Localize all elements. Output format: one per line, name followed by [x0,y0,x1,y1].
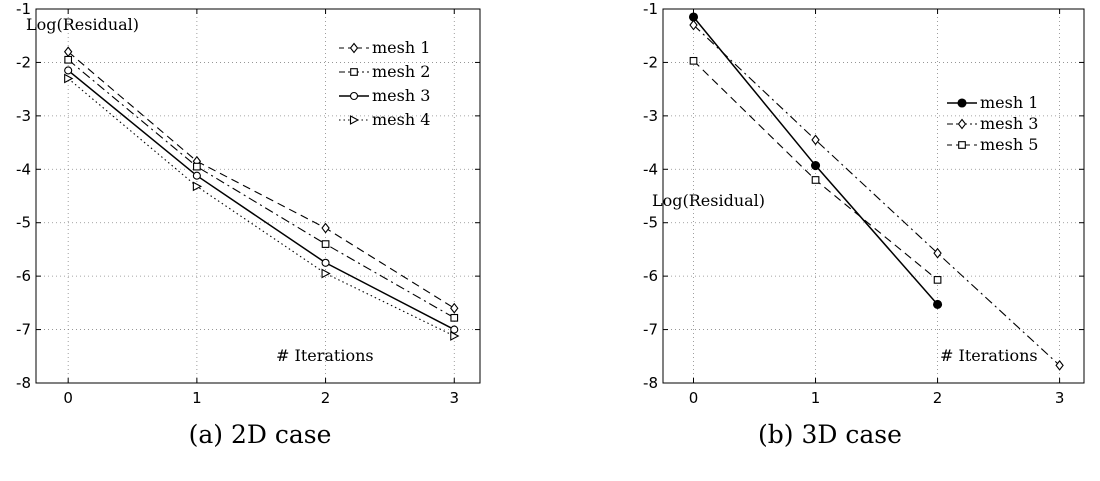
x-tick-label: 0 [63,389,73,407]
data-point [321,268,331,279]
y-tick-label: -6 [16,267,31,285]
y-tick-label: -1 [16,0,31,18]
y-tick-label: -2 [16,53,31,71]
data-point [64,73,74,84]
data-point [450,313,459,322]
data-point [321,222,330,234]
data-point [933,276,942,284]
data-point [811,134,820,146]
plot-frame [662,8,1085,384]
data-point [321,258,330,267]
y-annotation: Log(Residual) [26,15,139,34]
chart-2d-panel: 0 1 2 3 -8 -7 -6 -5 -4 -3 -2 -1 Log(Residual) # Itera… [0,0,520,481]
x-tick-label: 2 [321,389,331,407]
legend-label: mesh 1 [372,38,430,57]
series-mesh-1 [688,12,943,310]
y-tick-label: -1 [643,0,658,18]
legend-marker [958,141,966,149]
legend-marker [350,68,358,76]
x-annotation: # Iterations [940,346,1038,365]
x-annotation: # Iterations [276,346,374,365]
chart-3d-caption: (b) 3D case [758,420,902,449]
y-tick-label: -2 [643,53,658,71]
y-tick-label: -4 [16,160,31,178]
y-tick-label: -5 [643,214,658,232]
series-line [67,59,455,319]
data-point [64,66,73,75]
data-point [689,56,698,65]
data-point [450,331,460,341]
series-mesh-3 [64,66,459,334]
series-mesh-5 [689,56,942,284]
x-tick-label: 3 [1055,389,1065,407]
legend-label: mesh 3 [980,114,1038,133]
legend-label: mesh 3 [372,86,430,105]
data-point [810,160,821,171]
y-tick-label: -6 [643,267,658,285]
x-tick-label: 2 [933,389,943,407]
legend-marker [349,115,360,125]
data-point [64,55,73,64]
legend-label: mesh 2 [372,62,430,81]
chart-2d-caption: (a) 2D case [188,420,332,449]
legend-marker [349,91,359,101]
data-point [933,299,943,310]
data-point [450,302,459,314]
data-point [933,247,942,259]
legend-marker [957,118,967,130]
data-point [321,240,330,248]
y-tick-label: -3 [643,107,658,125]
y-tick-label: -8 [16,374,31,392]
chart-3d: 0 1 2 3 -8 -7 -6 -5 -4 -3 -2 -1 Log(Residual) # Itera… [643,0,1085,407]
y-tick-label: -8 [643,374,658,392]
x-tick-label: 1 [192,389,202,407]
x-tick-label: 1 [811,389,821,407]
y-tick-label: -7 [16,321,31,339]
data-point [63,46,73,58]
series-mesh-3 [689,19,1064,371]
legend-marker [957,98,967,108]
data-point [811,176,820,184]
legend-label: mesh 4 [372,110,430,129]
data-point [450,325,459,334]
chart-3d-panel: 0 1 2 3 -8 -7 -6 -5 -4 -3 -2 -1 Log(Residual) # Itera… [560,0,1100,481]
y-annotation: Log(Residual) [652,191,765,210]
legend: mesh 1 mesh 2 mesh 3 mesh 4 [339,38,430,129]
series-mesh-1 [63,46,459,314]
x-tick-label: 3 [449,389,459,407]
y-tick-label: -5 [16,214,31,232]
series-mesh-2 [64,55,459,322]
y-tick-label: -4 [643,160,658,178]
data-point [192,181,203,192]
data-point [1055,359,1064,371]
series-line [67,69,455,331]
legend-label: mesh 5 [980,135,1038,154]
data-point [192,171,201,180]
legend: mesh 1 mesh 3 mesh 5 [947,93,1038,154]
series-line [67,51,455,309]
y-tick-label: -3 [16,107,31,125]
y-tick-label: -7 [643,321,658,339]
series-mesh-4 [64,73,460,341]
plot-frame [35,8,481,384]
legend-marker [349,42,359,54]
data-point [193,162,201,171]
x-tick-label: 0 [689,389,699,407]
data-point [689,19,698,31]
series-line [693,24,1060,366]
legend-label: mesh 1 [980,93,1038,112]
